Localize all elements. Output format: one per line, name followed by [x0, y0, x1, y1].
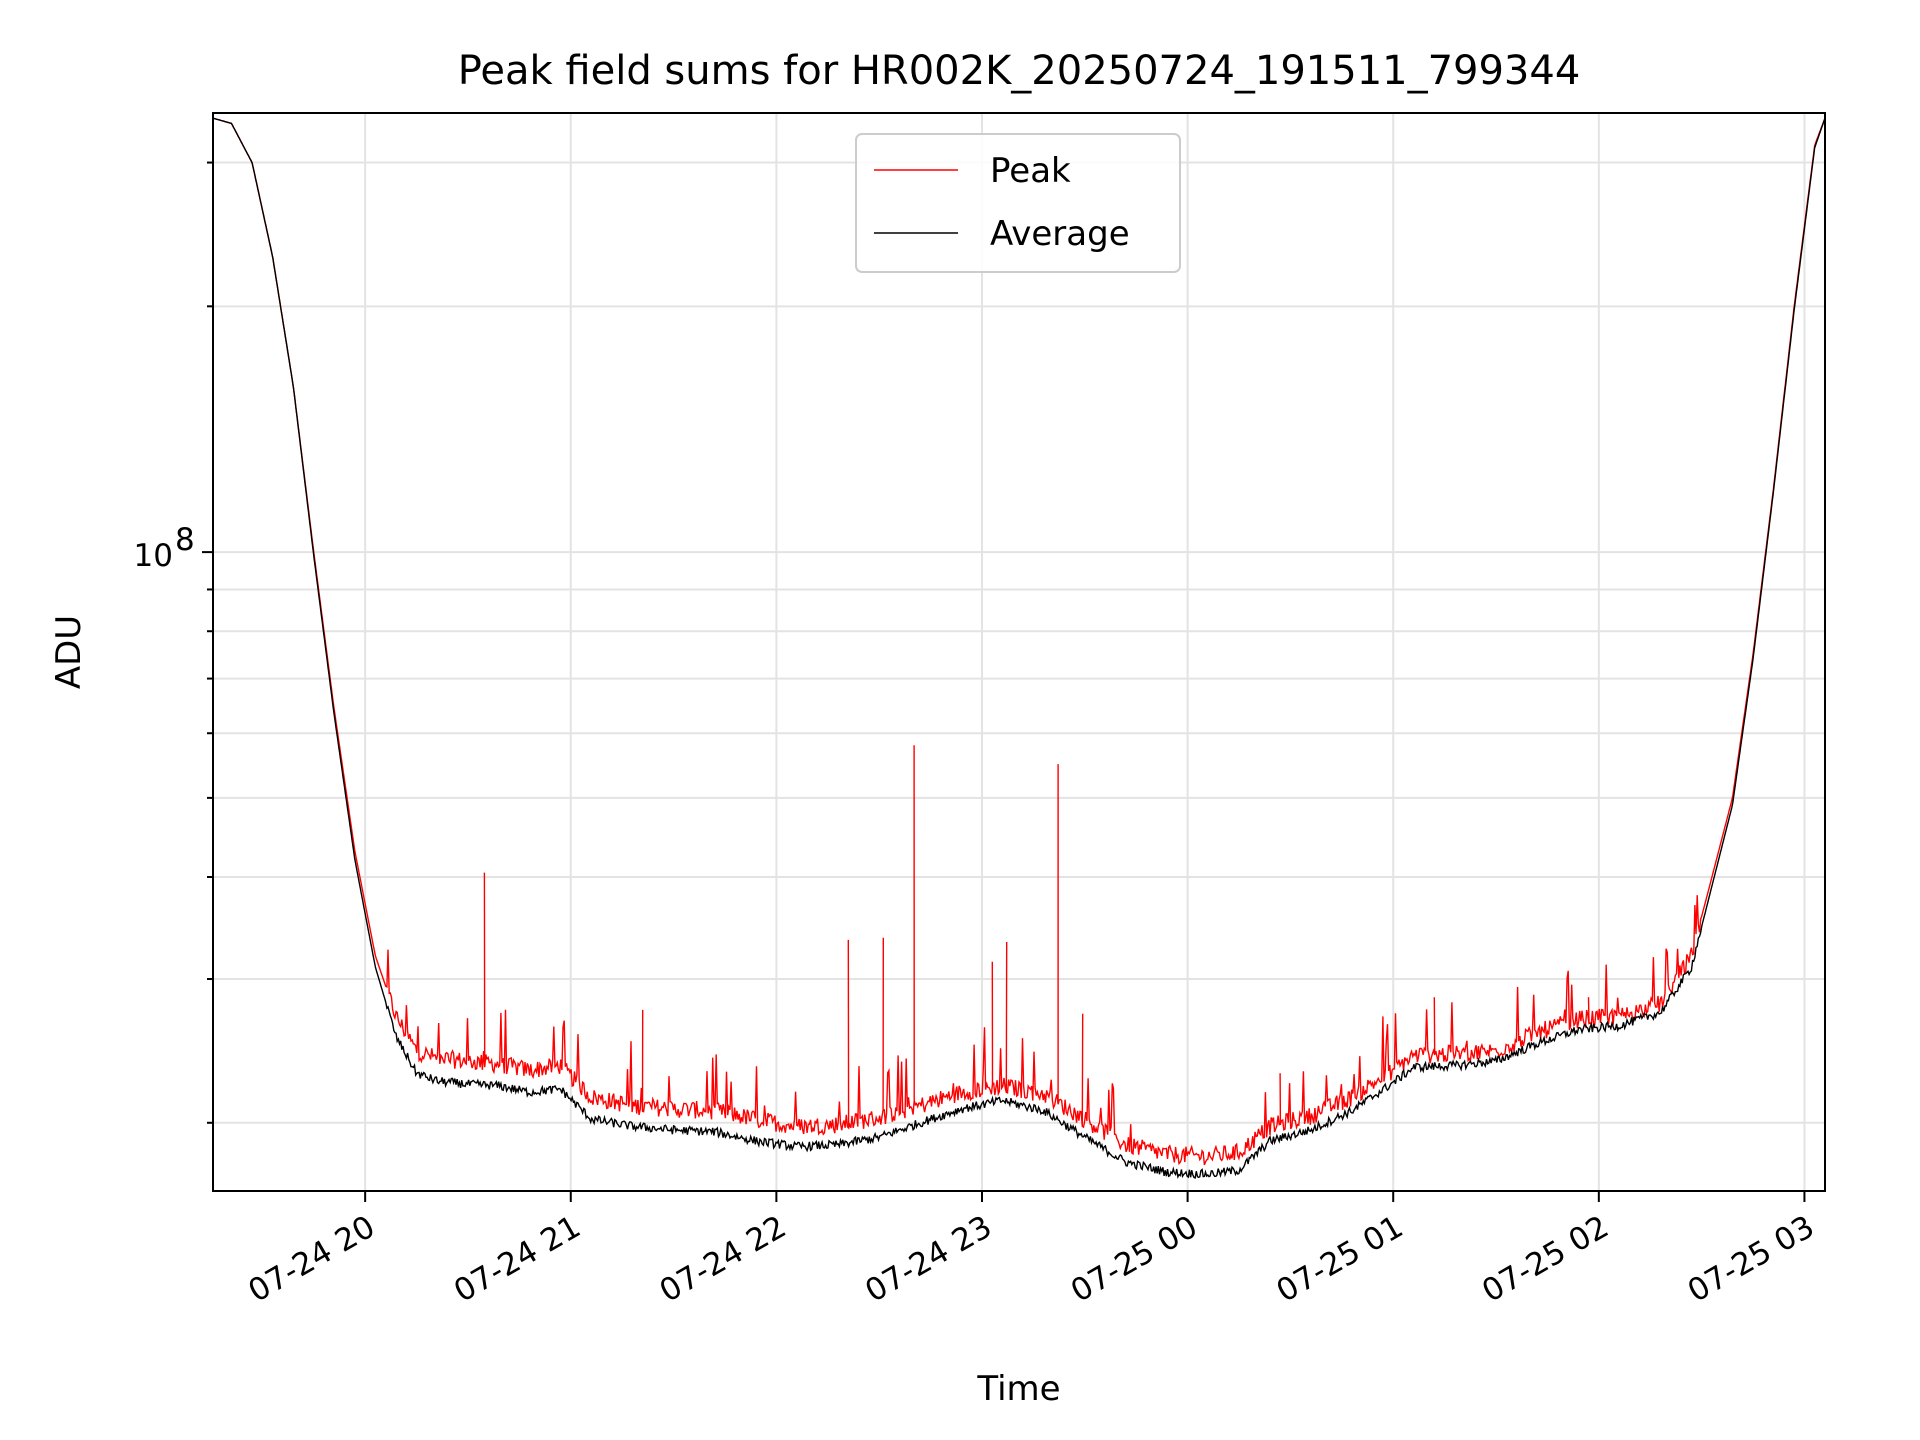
legend-label-peak: Peak	[990, 151, 1071, 191]
plot-frame	[212, 112, 1826, 1192]
legend-box	[855, 133, 1181, 273]
chart-title: Peak field sums for HR002K_20250724_1915…	[458, 48, 1581, 94]
y-tick-exponent: 8	[175, 522, 195, 558]
legend-label-average: Average	[990, 214, 1130, 254]
y-tick-base: 10	[134, 538, 173, 574]
y-tick-label: 10	[134, 538, 173, 574]
series-line-average	[213, 117, 1825, 1180]
legend: Peak Average	[855, 133, 1181, 273]
series-line-peak	[213, 117, 1825, 1166]
y-axis: 10 8	[134, 161, 213, 1124]
y-axis-label: ADU	[49, 615, 89, 689]
series-layer	[213, 117, 1825, 1180]
x-axis-label: Time	[976, 1369, 1060, 1409]
